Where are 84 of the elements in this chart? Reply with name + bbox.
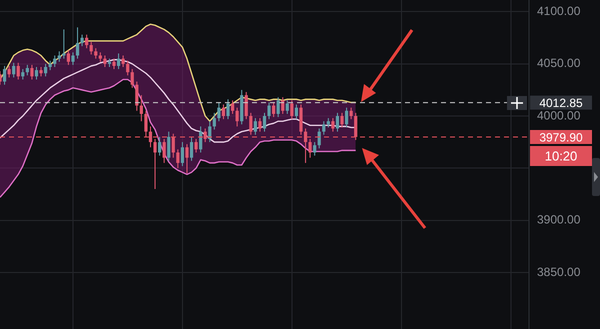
candlestick	[8, 65, 11, 78]
candlestick	[126, 60, 130, 76]
candlestick	[122, 55, 125, 68]
candlestick	[62, 28, 66, 60]
candlestick	[326, 118, 330, 128]
candlestick	[85, 34, 88, 49]
candlestick	[80, 34, 84, 47]
candlestick	[267, 102, 271, 120]
candlestick	[331, 118, 335, 132]
candlestick	[176, 148, 180, 169]
candlestick	[30, 64, 34, 80]
candlestick	[254, 118, 257, 136]
candlestick	[204, 128, 207, 143]
candlestick	[208, 120, 212, 143]
candlestick	[180, 142, 184, 167]
candlestick	[336, 112, 340, 132]
candlestick	[244, 92, 248, 120]
ref-line-label: 4012.85	[539, 96, 584, 110]
candlestick	[144, 110, 148, 138]
candlestick	[318, 128, 321, 149]
candlestick	[294, 104, 298, 120]
candlestick	[58, 50, 61, 62]
candlestick	[16, 62, 20, 80]
candlestick	[44, 63, 48, 77]
candlestick	[98, 52, 102, 62]
candlestick	[313, 142, 316, 156]
candlestick	[26, 64, 29, 76]
candlestick	[272, 102, 276, 118]
y-tick-label: 4100.00	[537, 4, 581, 18]
candlestick	[226, 98, 230, 120]
candlestick	[290, 100, 294, 120]
ref-line-label: 3979.90	[539, 130, 584, 144]
candlestick	[258, 118, 262, 132]
candlestick	[148, 126, 152, 148]
candlestick	[158, 136, 162, 156]
text: 10:20	[544, 148, 578, 164]
candlestick	[140, 94, 143, 122]
candlestick	[66, 50, 70, 66]
candlestick	[116, 52, 120, 70]
candlestick	[21, 68, 24, 80]
candlestick	[344, 107, 348, 128]
candlestick	[2, 65, 6, 86]
candlestick	[222, 104, 226, 120]
candlestick	[112, 58, 116, 70]
candlestick	[12, 62, 16, 78]
candlestick	[48, 60, 52, 71]
candlestick	[262, 112, 266, 132]
candlestick	[236, 107, 239, 127]
candlestick	[354, 112, 358, 140]
candlestick	[162, 138, 166, 164]
candlestick	[276, 96, 280, 118]
candlestick	[308, 138, 312, 158]
candlestick	[217, 102, 220, 122]
candlestick	[249, 112, 252, 136]
candlestick	[185, 144, 189, 174]
y-tick-label: 3850.00	[537, 264, 581, 279]
candlestick	[194, 138, 198, 154]
y-tick-label: 4050.00	[537, 56, 581, 70]
candlestick	[76, 26, 80, 60]
candlestick	[281, 96, 284, 114]
candlestick	[340, 112, 344, 128]
candlestick	[53, 55, 56, 68]
candlestick	[103, 55, 106, 68]
candlestick	[172, 133, 175, 158]
y-tick-label: 3900.00	[537, 212, 581, 227]
candlestick	[90, 41, 93, 55]
candlestick	[153, 138, 157, 190]
candlestick	[135, 81, 138, 112]
candlestick	[71, 52, 75, 66]
candlestick	[350, 107, 353, 120]
candlestick	[299, 104, 303, 136]
candlestick	[322, 120, 326, 136]
candlestick	[39, 66, 43, 77]
candlestick	[199, 126, 202, 154]
candlestick	[286, 100, 289, 114]
candlestick	[230, 100, 234, 114]
candlestick	[304, 128, 308, 164]
candlestick	[34, 66, 38, 80]
candlestick	[130, 68, 134, 88]
candlestick	[190, 136, 194, 162]
candlestick	[167, 131, 170, 162]
candlestick	[212, 112, 216, 130]
y-tick-label: 4000.00	[537, 108, 581, 122]
candlestick	[94, 48, 98, 60]
